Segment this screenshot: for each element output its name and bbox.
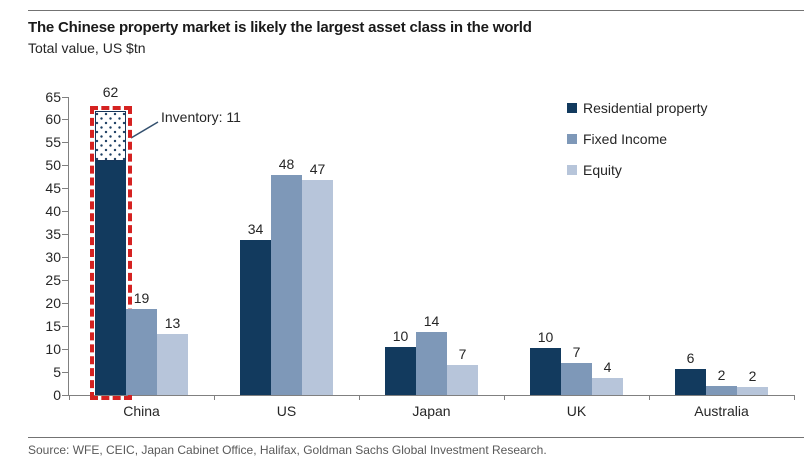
bar-uk-fixed-income [561,363,592,395]
y-axis-tick [62,279,68,281]
inventory-annotation-label: Inventory: 11 [161,109,241,125]
y-axis-label: 65 [45,88,61,105]
bar-china-fixed-income [126,309,157,395]
x-axis-category-label-australia: Australia [694,403,749,419]
legend-item-fixed-income: Fixed Income [567,130,708,147]
y-axis-label: 10 [45,340,61,357]
plot-area: Inventory: 11 Residential property Fixed… [45,84,795,419]
bar-japan-fixed-income [416,331,447,395]
x-axis-tick [213,395,215,400]
bar-value-label-us-fixed-income: 48 [278,156,295,173]
bar-us-residential-property [240,240,271,395]
y-axis-label: 0 [53,386,61,403]
bar-value-label-china-fixed-income: 19 [133,290,150,307]
bar-japan-equity [447,364,478,395]
legend-label-residential-property: Residential property [583,99,708,116]
x-axis-category-label-uk: UK [566,403,587,419]
y-axis-tick [62,348,68,350]
legend-marker-fixed-income-icon [567,133,577,144]
bar-value-label-uk-residential-property: 10 [537,329,554,346]
y-axis-tick [62,371,68,373]
y-axis-tick [62,188,68,190]
bar-value-label-japan-residential-property: 10 [392,328,409,345]
y-axis-tick [62,119,68,121]
legend-item-residential-property: Residential property [567,99,708,116]
bar-value-label-australia-residential-property: 6 [686,349,695,366]
y-axis-label: 50 [45,157,61,174]
y-axis-label: 45 [45,180,61,197]
x-axis-tick [793,395,795,400]
y-axis-tick [62,142,68,144]
legend-marker-residential-property-icon [567,102,577,113]
y-axis-label: 30 [45,248,61,265]
bar-value-label-us-residential-property: 34 [247,221,264,238]
bar-value-label-japan-equity: 7 [458,345,467,362]
bar-china-equity [157,333,188,395]
y-axis-tick [62,211,68,213]
x-axis-category-label-japan: Japan [412,403,451,419]
legend-marker-equity-icon [567,164,577,175]
bottom-divider [28,437,804,438]
x-axis-tick [503,395,505,400]
bar-value-label-us-equity: 47 [309,160,326,177]
legend-label-equity: Equity [583,161,622,178]
y-axis-tick [62,256,68,258]
x-axis-tick [648,395,650,400]
legend: Residential property Fixed Income Equity [567,99,708,192]
y-axis-label: 60 [45,111,61,128]
chart-subtitle: Total value, US $tn [28,40,146,56]
y-axis-label: 20 [45,294,61,311]
bar-australia-equity [737,386,768,395]
bar-value-label-uk-equity: 4 [603,359,612,376]
bar-japan-residential-property [385,347,416,395]
y-axis-tick [62,165,68,167]
legend-item-equity: Equity [567,161,708,178]
bar-australia-residential-property [675,368,706,395]
bar-value-label-australia-equity: 2 [748,367,757,384]
bar-value-label-china-residential-property: 62 [102,83,119,100]
bar-value-label-australia-fixed-income: 2 [717,367,726,384]
bar-value-label-japan-fixed-income: 14 [423,312,440,329]
inventory-dotted-segment [95,110,126,162]
bar-uk-residential-property [530,348,561,395]
x-axis-category-label-china: China [123,403,160,419]
bar-australia-fixed-income [706,386,737,395]
x-axis-tick [358,395,360,400]
y-axis-label: 35 [45,226,61,243]
y-axis-tick [62,234,68,236]
y-axis-label: 5 [53,363,61,380]
x-axis-category-label-us: US [276,403,297,419]
y-axis-label: 40 [45,203,61,220]
y-axis-label: 55 [45,134,61,151]
bar-value-label-china-equity: 13 [164,314,181,331]
chart-title: The Chinese property market is likely th… [28,19,532,36]
y-axis-tick [62,325,68,327]
top-divider [28,10,804,11]
y-axis-tick [62,394,68,396]
highlight-red-dashed-box [89,105,132,400]
y-axis-tick [62,96,68,98]
y-axis-label: 25 [45,271,61,288]
y-axis-label: 15 [45,317,61,334]
bar-us-equity [302,179,333,395]
y-axis-tick [62,302,68,304]
legend-label-fixed-income: Fixed Income [583,130,668,147]
bar-uk-equity [592,378,623,395]
bar-value-label-uk-fixed-income: 7 [572,344,581,361]
x-axis-tick [68,395,70,400]
source-note: Source: WFE, CEIC, Japan Cabinet Office,… [28,443,547,457]
bar-us-fixed-income [271,175,302,395]
